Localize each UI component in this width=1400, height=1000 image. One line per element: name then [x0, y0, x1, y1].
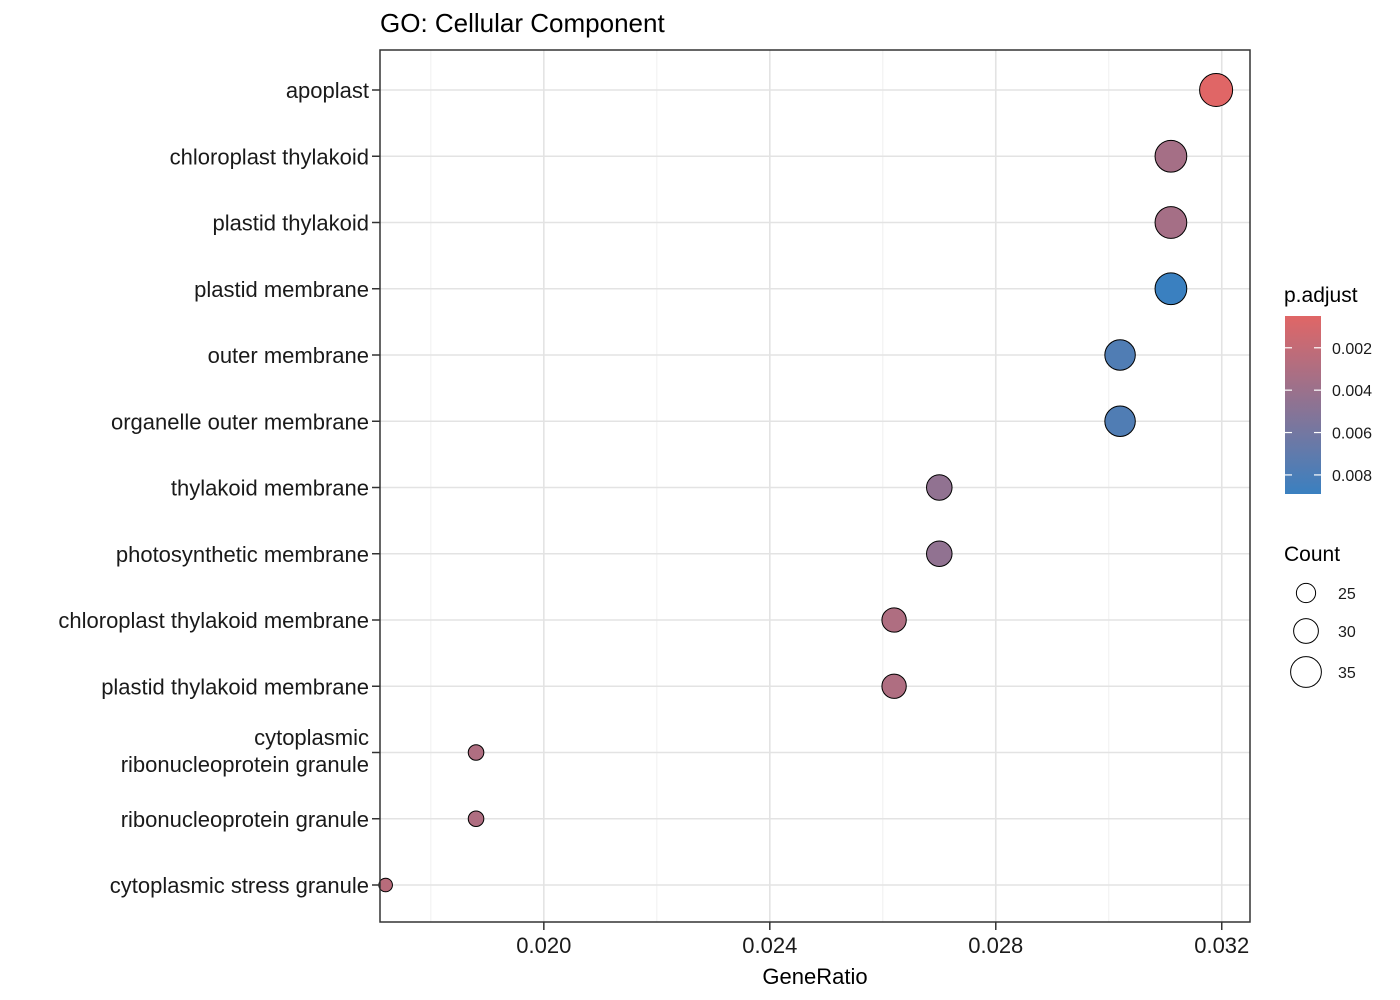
y-tick-label: plastid thylakoid membrane [101, 674, 369, 699]
y-tick-label: plastid membrane [194, 277, 369, 302]
chart-title: GO: Cellular Component [380, 8, 665, 38]
data-point [1104, 405, 1136, 437]
color-tick-label: 0.004 [1332, 383, 1372, 400]
data-point [1154, 206, 1188, 239]
data-point [1154, 272, 1188, 306]
color-legend-ticks: 0.002 0.004 0.006 0.008 [1285, 341, 1372, 485]
size-legend-title: Count [1284, 543, 1340, 566]
y-tick-label: outer membrane [208, 343, 369, 368]
y-tick-label: cytoplasmic ribonucleoprotein granule [121, 725, 369, 777]
x-tick-label: 0.020 [516, 933, 571, 958]
plot-panel [378, 49, 1251, 923]
x-tick-label: 0.032 [1194, 933, 1249, 958]
data-point [467, 810, 485, 828]
data-point [1154, 139, 1188, 173]
size-legend-keys: 25 30 35 [1290, 582, 1356, 688]
data-point [881, 607, 907, 633]
x-axis-title: GeneRatio [762, 964, 867, 989]
size-legend: Count 25 30 35 [1284, 543, 1356, 688]
color-bar [1285, 316, 1321, 494]
size-legend-key [1295, 582, 1317, 604]
color-tick-label: 0.002 [1332, 341, 1372, 358]
data-point [1104, 339, 1136, 371]
y-tick-label: ribonucleoprotein granule [121, 807, 369, 832]
size-legend-key [1293, 618, 1319, 644]
size-legend-label: 35 [1338, 665, 1356, 682]
data-point [378, 877, 393, 893]
x-tick-label: 0.028 [968, 933, 1023, 958]
y-axis: apoplast chloroplast thylakoid plastid thy… [58, 78, 380, 898]
size-legend-label: 30 [1338, 624, 1356, 641]
y-tick-label: thylakoid membrane [171, 476, 369, 501]
y-tick-label: cytoplasmic stress granule [110, 873, 369, 898]
y-tick-label: chloroplast thylakoid [170, 144, 369, 169]
data-point [881, 673, 907, 699]
color-legend: p.adjust 0.002 0.004 0.006 0.008 [1284, 284, 1372, 494]
data-point [467, 744, 485, 761]
y-tick-label: chloroplast thylakoid membrane [58, 608, 369, 633]
color-legend-title: p.adjust [1284, 284, 1358, 307]
y-tick-label: apoplast [286, 78, 369, 103]
color-tick-label: 0.008 [1332, 468, 1372, 485]
y-tick-label: plastid thylakoid [212, 211, 369, 236]
x-axis: 0.020 0.024 0.028 0.032 [516, 922, 1249, 958]
data-point [926, 540, 953, 568]
data-point [926, 474, 953, 501]
y-tick-label: organelle outer membrane [111, 409, 369, 434]
panel-border [379, 49, 1251, 923]
y-tick-label: photosynthetic membrane [116, 542, 369, 567]
y-tick-label-line: cytoplasmic [254, 725, 369, 750]
size-legend-key [1290, 656, 1322, 688]
x-tick-label: 0.024 [742, 933, 797, 958]
panel-background [380, 50, 1250, 922]
data-points [378, 72, 1234, 893]
y-tick-label-line: ribonucleoprotein granule [121, 752, 369, 777]
color-tick-label: 0.006 [1332, 426, 1372, 443]
data-point [1199, 72, 1234, 108]
size-legend-label: 25 [1338, 586, 1356, 603]
